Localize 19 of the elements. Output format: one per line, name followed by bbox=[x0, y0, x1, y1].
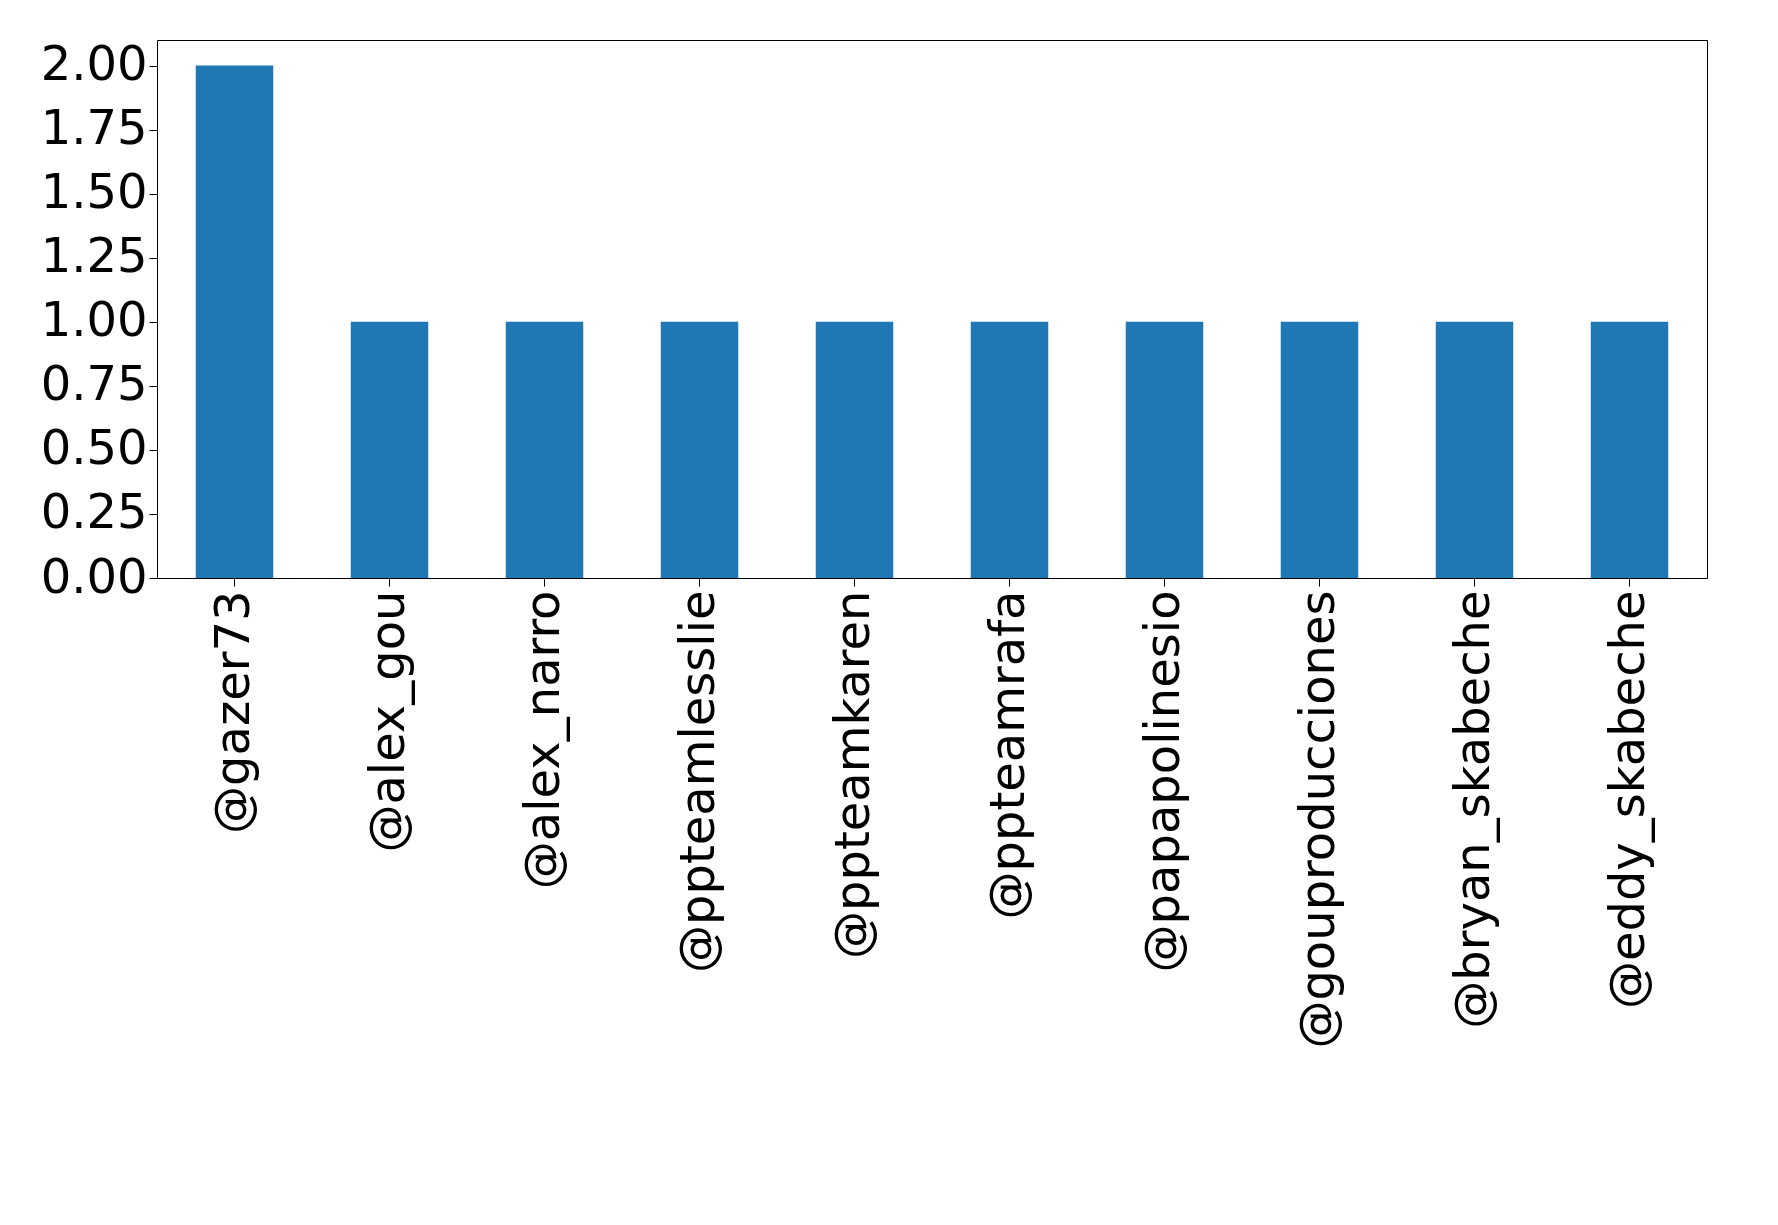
x-tick-label: @alex_gou bbox=[358, 590, 415, 853]
y-tick-label: 0.50 bbox=[40, 419, 148, 476]
y-tick-label: 1.25 bbox=[40, 227, 148, 284]
x-tick-label: @papapolinesio bbox=[1133, 590, 1190, 973]
x-tick-label: @gazer73 bbox=[203, 590, 260, 834]
y-tick-label: 1.00 bbox=[40, 291, 148, 348]
y-tick-label: 1.50 bbox=[40, 163, 148, 220]
y-tick-label: 2.00 bbox=[40, 35, 148, 92]
x-tick-label: @ppteamrafa bbox=[978, 590, 1035, 920]
y-tick-label: 0.75 bbox=[40, 355, 148, 412]
x-tick-label: @alex_narro bbox=[513, 590, 570, 890]
x-tick-label: @ppteamkaren bbox=[823, 590, 880, 959]
y-tick-label: 1.75 bbox=[40, 99, 148, 156]
y-tick-label: 0.00 bbox=[40, 547, 148, 604]
y-tick-label: 0.25 bbox=[40, 483, 148, 540]
x-tick-label: @ppteamlesslie bbox=[668, 590, 725, 974]
x-tick-label: @gouproducciones bbox=[1288, 590, 1345, 1049]
x-tick-label: @bryan_skabeche bbox=[1443, 590, 1500, 1029]
x-tick-label: @eddy_skabeche bbox=[1598, 590, 1655, 1010]
